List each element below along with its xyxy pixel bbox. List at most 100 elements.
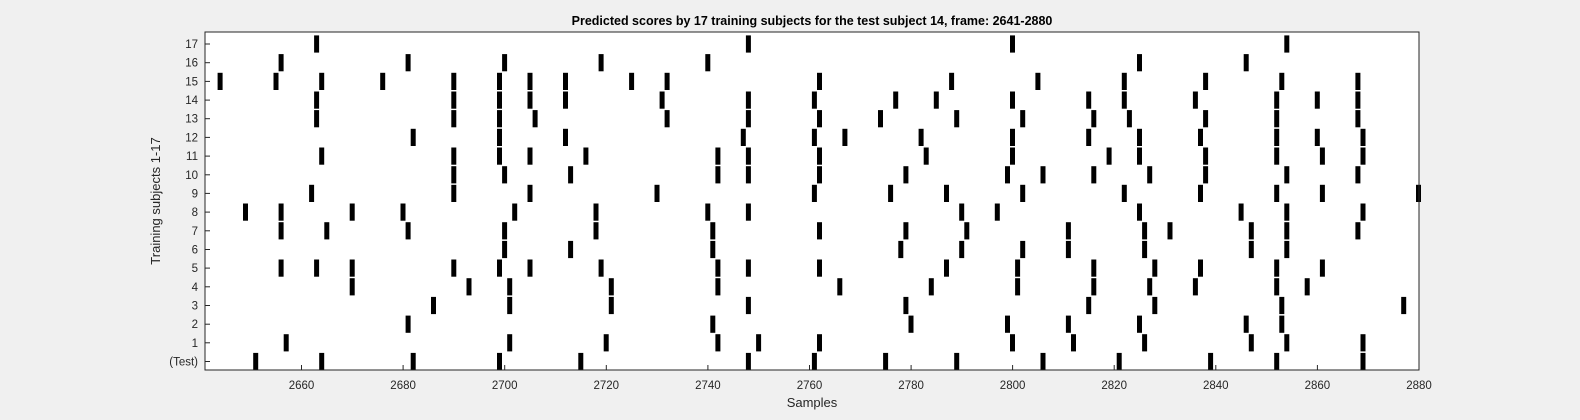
y-tick-label: 5 xyxy=(192,263,198,275)
event-mark xyxy=(745,203,751,221)
event-mark xyxy=(593,222,599,240)
event-mark xyxy=(410,352,416,371)
event-mark xyxy=(278,203,284,221)
event-mark xyxy=(1248,240,1254,259)
event-mark xyxy=(1274,91,1280,109)
event-mark xyxy=(1284,240,1290,259)
event-mark xyxy=(1319,259,1325,277)
event-mark xyxy=(928,278,934,296)
event-mark xyxy=(314,35,320,53)
event-mark xyxy=(319,147,325,165)
event-mark xyxy=(1360,352,1366,371)
chart-title: Predicted scores by 17 training subjects… xyxy=(572,14,1053,28)
event-mark xyxy=(1040,352,1046,371)
event-mark xyxy=(715,147,721,165)
event-mark xyxy=(497,91,502,109)
event-mark xyxy=(883,352,889,371)
event-mark xyxy=(497,352,502,371)
event-mark xyxy=(1116,352,1122,371)
event-mark xyxy=(507,334,513,352)
event-mark xyxy=(1040,166,1046,184)
event-mark xyxy=(1274,352,1280,371)
event-mark xyxy=(1010,91,1015,109)
event-mark xyxy=(740,128,746,146)
event-mark xyxy=(745,166,751,184)
event-mark xyxy=(1360,203,1366,221)
event-mark xyxy=(1065,222,1071,240)
event-mark xyxy=(745,259,751,277)
event-mark xyxy=(1192,278,1198,296)
event-mark xyxy=(1010,35,1015,53)
event-mark xyxy=(278,222,284,240)
event-mark xyxy=(1071,334,1076,352)
event-mark xyxy=(608,296,614,315)
event-mark xyxy=(949,72,955,90)
event-mark xyxy=(1319,184,1325,202)
event-mark xyxy=(1167,222,1173,240)
event-mark xyxy=(954,110,960,128)
event-mark xyxy=(1142,334,1148,352)
event-mark xyxy=(1314,91,1320,109)
event-mark xyxy=(893,91,899,109)
event-mark xyxy=(1274,259,1280,277)
event-mark xyxy=(1015,259,1021,277)
event-mark xyxy=(817,147,822,165)
event-mark xyxy=(710,222,716,240)
event-mark xyxy=(1360,334,1366,352)
event-mark xyxy=(1360,128,1366,146)
event-mark xyxy=(1147,166,1153,184)
x-tick-label: 2880 xyxy=(1406,380,1432,392)
y-tick-label: 8 xyxy=(192,207,198,219)
event-mark xyxy=(1137,54,1142,72)
event-mark xyxy=(1355,72,1361,90)
y-tick-label: 6 xyxy=(192,245,198,257)
event-mark xyxy=(512,203,518,221)
event-mark xyxy=(1065,240,1071,259)
y-tick-label: 7 xyxy=(192,226,198,238)
event-mark xyxy=(1091,259,1097,277)
event-mark xyxy=(745,110,751,128)
event-mark xyxy=(603,334,609,352)
y-axis-label: Training subjects 1-17 xyxy=(148,137,163,264)
event-mark xyxy=(664,110,670,128)
x-tick-label: 2660 xyxy=(289,380,315,392)
event-mark xyxy=(959,203,965,221)
event-mark xyxy=(527,72,533,90)
event-mark xyxy=(1091,110,1097,128)
event-mark xyxy=(380,72,386,90)
event-mark xyxy=(811,352,817,371)
event-mark xyxy=(811,128,817,146)
event-mark xyxy=(502,222,508,240)
event-mark xyxy=(1279,296,1285,315)
event-mark xyxy=(817,72,822,90)
event-mark xyxy=(1304,278,1310,296)
event-mark xyxy=(817,166,822,184)
event-mark xyxy=(283,334,289,352)
event-mark xyxy=(837,278,843,296)
event-mark xyxy=(1203,147,1209,165)
event-mark xyxy=(715,259,721,277)
event-mark xyxy=(1203,110,1209,128)
event-mark xyxy=(532,110,538,128)
event-mark xyxy=(1091,166,1097,184)
event-mark xyxy=(451,166,457,184)
y-tick-label: 14 xyxy=(185,95,198,107)
event-mark xyxy=(1121,91,1127,109)
y-tick-label: 2 xyxy=(192,319,198,331)
event-mark xyxy=(319,72,325,90)
y-tick-label: 15 xyxy=(185,76,198,88)
event-mark xyxy=(817,334,822,352)
y-tick-label: 17 xyxy=(185,39,198,51)
event-mark xyxy=(314,259,320,277)
event-mark xyxy=(273,72,279,90)
event-mark xyxy=(710,240,716,259)
event-mark xyxy=(908,315,914,333)
event-mark xyxy=(507,278,513,296)
event-mark xyxy=(1152,296,1158,315)
event-mark xyxy=(659,91,665,109)
event-mark xyxy=(1142,240,1148,259)
event-mark xyxy=(903,166,909,184)
event-mark xyxy=(1106,147,1112,165)
event-mark xyxy=(629,72,635,90)
